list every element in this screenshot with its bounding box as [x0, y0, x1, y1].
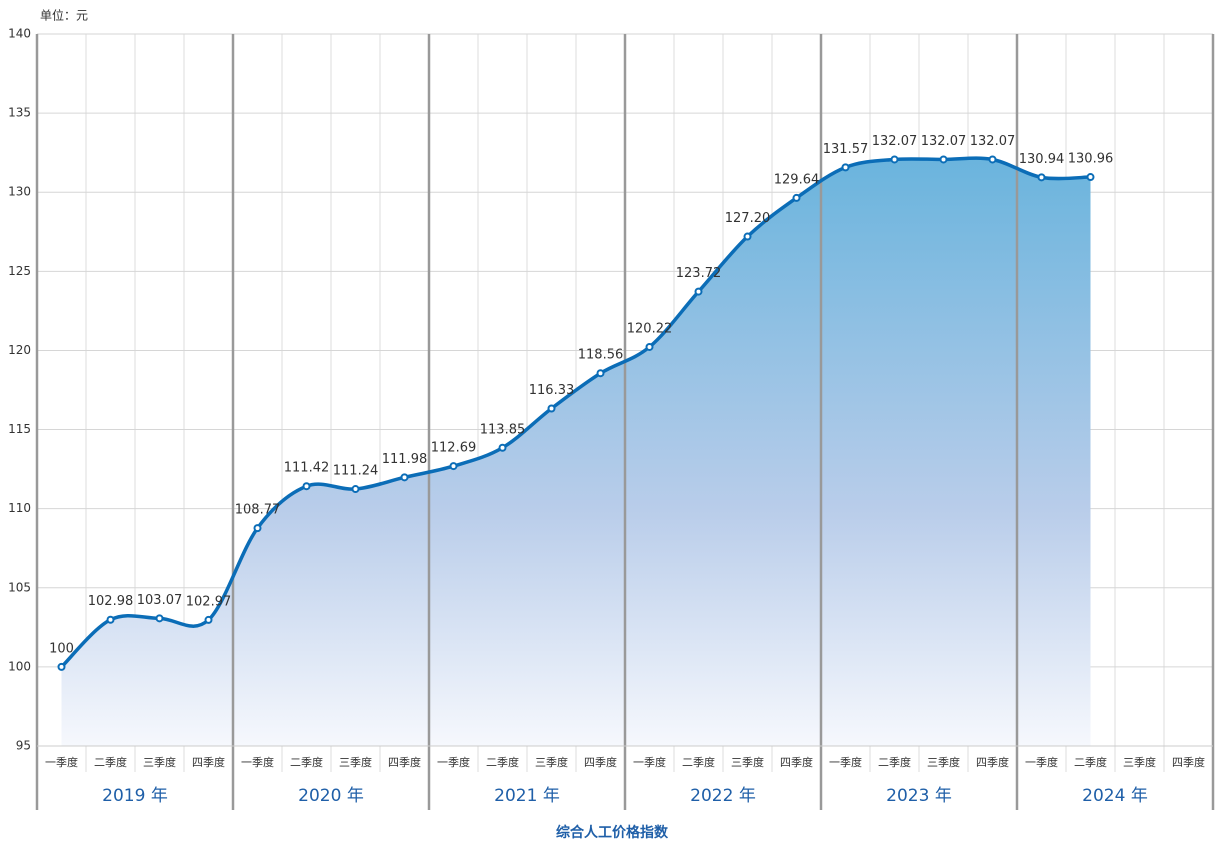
point — [351, 485, 360, 494]
x-tick-label: 三季度 — [339, 755, 372, 769]
value-label: 103.07 — [137, 593, 183, 608]
group-label: 2024 年 — [1082, 786, 1148, 806]
line — [60, 156, 1091, 669]
group-label: 2021 年 — [494, 786, 560, 806]
point — [302, 482, 311, 491]
value-label: 132.07 — [872, 134, 918, 149]
x-tick-label: 三季度 — [1123, 755, 1156, 769]
point — [498, 443, 507, 452]
point — [694, 287, 703, 296]
value-label: 120.22 — [627, 321, 673, 336]
x-tick-label: 四季度 — [780, 755, 813, 769]
value-label: 111.24 — [333, 464, 379, 479]
point — [106, 615, 115, 624]
value-label: 102.98 — [88, 594, 134, 609]
y-tick-label: 125 — [8, 264, 31, 278]
y-tick-label: 120 — [8, 343, 31, 357]
point — [1086, 173, 1095, 182]
point — [890, 155, 899, 164]
value-label: 116.33 — [529, 383, 575, 398]
point — [596, 369, 605, 378]
point — [400, 473, 409, 482]
group-label: 2022 年 — [690, 786, 756, 806]
value-label: 102.97 — [186, 594, 232, 609]
value-label: 111.98 — [382, 452, 428, 467]
point — [204, 615, 213, 624]
x-tick-label: 二季度 — [682, 755, 715, 769]
x-tick-label: 二季度 — [94, 755, 127, 769]
value-label: 127.20 — [725, 211, 771, 226]
x-axis-title: 综合人工价格指数 — [556, 824, 669, 841]
value-label: 118.56 — [578, 348, 624, 363]
value-label: 130.94 — [1019, 152, 1065, 167]
y-tick-label: 105 — [8, 580, 31, 594]
x-tick-label: 二季度 — [1074, 755, 1107, 769]
point — [792, 193, 801, 202]
y-tick-label: 115 — [8, 422, 31, 436]
group-label: 2023 年 — [886, 786, 952, 806]
x-tick-label: 一季度 — [45, 755, 78, 769]
value-label: 132.07 — [921, 134, 967, 149]
value-label: 132.07 — [970, 134, 1016, 149]
point — [645, 342, 654, 351]
x-tick-label: 三季度 — [143, 755, 176, 769]
y-tick-label: 135 — [8, 106, 31, 120]
x-tick-label: 三季度 — [731, 755, 764, 769]
x-tick-label: 一季度 — [437, 755, 470, 769]
point — [743, 232, 752, 241]
x-tick-label: 三季度 — [535, 755, 568, 769]
value-label: 113.85 — [480, 422, 526, 437]
x-tick-label: 一季度 — [633, 755, 666, 769]
value-label: 129.64 — [774, 172, 820, 187]
point — [988, 155, 997, 164]
value-label: 108.77 — [235, 503, 281, 518]
group-label: 2020 年 — [298, 786, 364, 806]
x-tick-label: 二季度 — [290, 755, 323, 769]
value-label: 130.96 — [1068, 152, 1114, 167]
point — [1037, 173, 1046, 182]
value-label: 112.69 — [431, 441, 477, 456]
x-tick-label: 二季度 — [486, 755, 519, 769]
x-tick-label: 一季度 — [829, 755, 862, 769]
point — [547, 404, 556, 413]
point — [449, 462, 458, 471]
value-label: 123.72 — [676, 266, 722, 281]
x-tick-label: 四季度 — [584, 755, 617, 769]
x-tick-label: 三季度 — [927, 755, 960, 769]
point — [939, 155, 948, 164]
x-tick-label: 二季度 — [878, 755, 911, 769]
unit-label: 单位：元 — [40, 8, 88, 23]
value-label: 111.42 — [284, 461, 330, 476]
y-tick-label: 100 — [8, 659, 31, 673]
y-tick-label: 110 — [8, 501, 31, 515]
x-tick-label: 四季度 — [976, 755, 1009, 769]
area — [61, 158, 1091, 746]
point — [253, 524, 262, 533]
y-tick-label: 140 — [8, 27, 31, 41]
group-label: 2019 年 — [102, 786, 168, 806]
x-tick-label: 一季度 — [1025, 755, 1058, 769]
x-tick-label: 一季度 — [241, 755, 274, 769]
y-tick-label: 130 — [8, 185, 31, 199]
x-tick-label: 四季度 — [388, 755, 421, 769]
x-tick-label: 四季度 — [192, 755, 225, 769]
point — [155, 614, 164, 623]
point — [841, 163, 850, 172]
point — [57, 662, 66, 671]
value-label: 131.57 — [823, 142, 869, 157]
value-label: 100 — [49, 641, 74, 656]
x-tick-label: 四季度 — [1172, 755, 1205, 769]
y-tick-label: 95 — [16, 739, 31, 753]
